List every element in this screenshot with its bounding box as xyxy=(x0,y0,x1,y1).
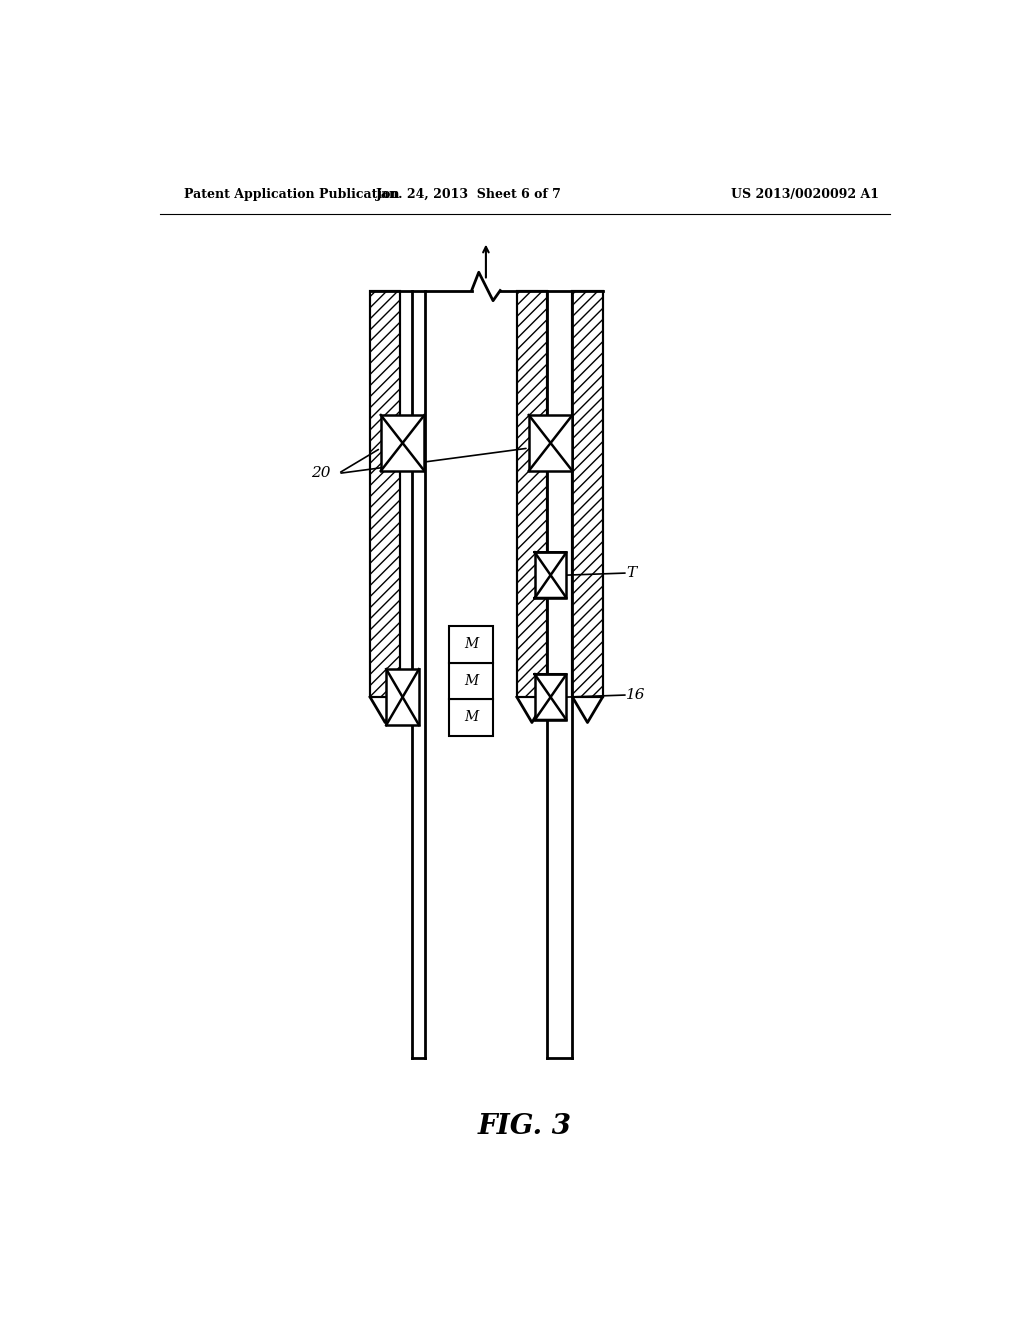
Text: US 2013/0020092 A1: US 2013/0020092 A1 xyxy=(731,189,880,202)
Text: FIG. 3: FIG. 3 xyxy=(478,1113,571,1139)
Bar xyxy=(450,626,494,663)
Bar xyxy=(517,290,547,697)
Bar xyxy=(528,414,572,471)
Text: M: M xyxy=(464,710,478,725)
Bar xyxy=(535,675,566,719)
Text: M: M xyxy=(464,638,478,651)
Text: M: M xyxy=(464,673,478,688)
Bar xyxy=(572,290,602,697)
Bar xyxy=(450,663,494,700)
Bar xyxy=(370,290,400,697)
Text: 16: 16 xyxy=(627,688,646,702)
Bar xyxy=(386,669,419,725)
Bar xyxy=(535,552,566,598)
Text: Patent Application Publication: Patent Application Publication xyxy=(183,189,399,202)
Text: T: T xyxy=(627,566,637,579)
Bar xyxy=(450,700,494,735)
Text: 20: 20 xyxy=(311,466,331,480)
Bar xyxy=(572,290,602,697)
Bar xyxy=(381,414,424,471)
Text: Jan. 24, 2013  Sheet 6 of 7: Jan. 24, 2013 Sheet 6 of 7 xyxy=(376,189,562,202)
Bar xyxy=(370,290,400,697)
Bar xyxy=(517,290,547,697)
